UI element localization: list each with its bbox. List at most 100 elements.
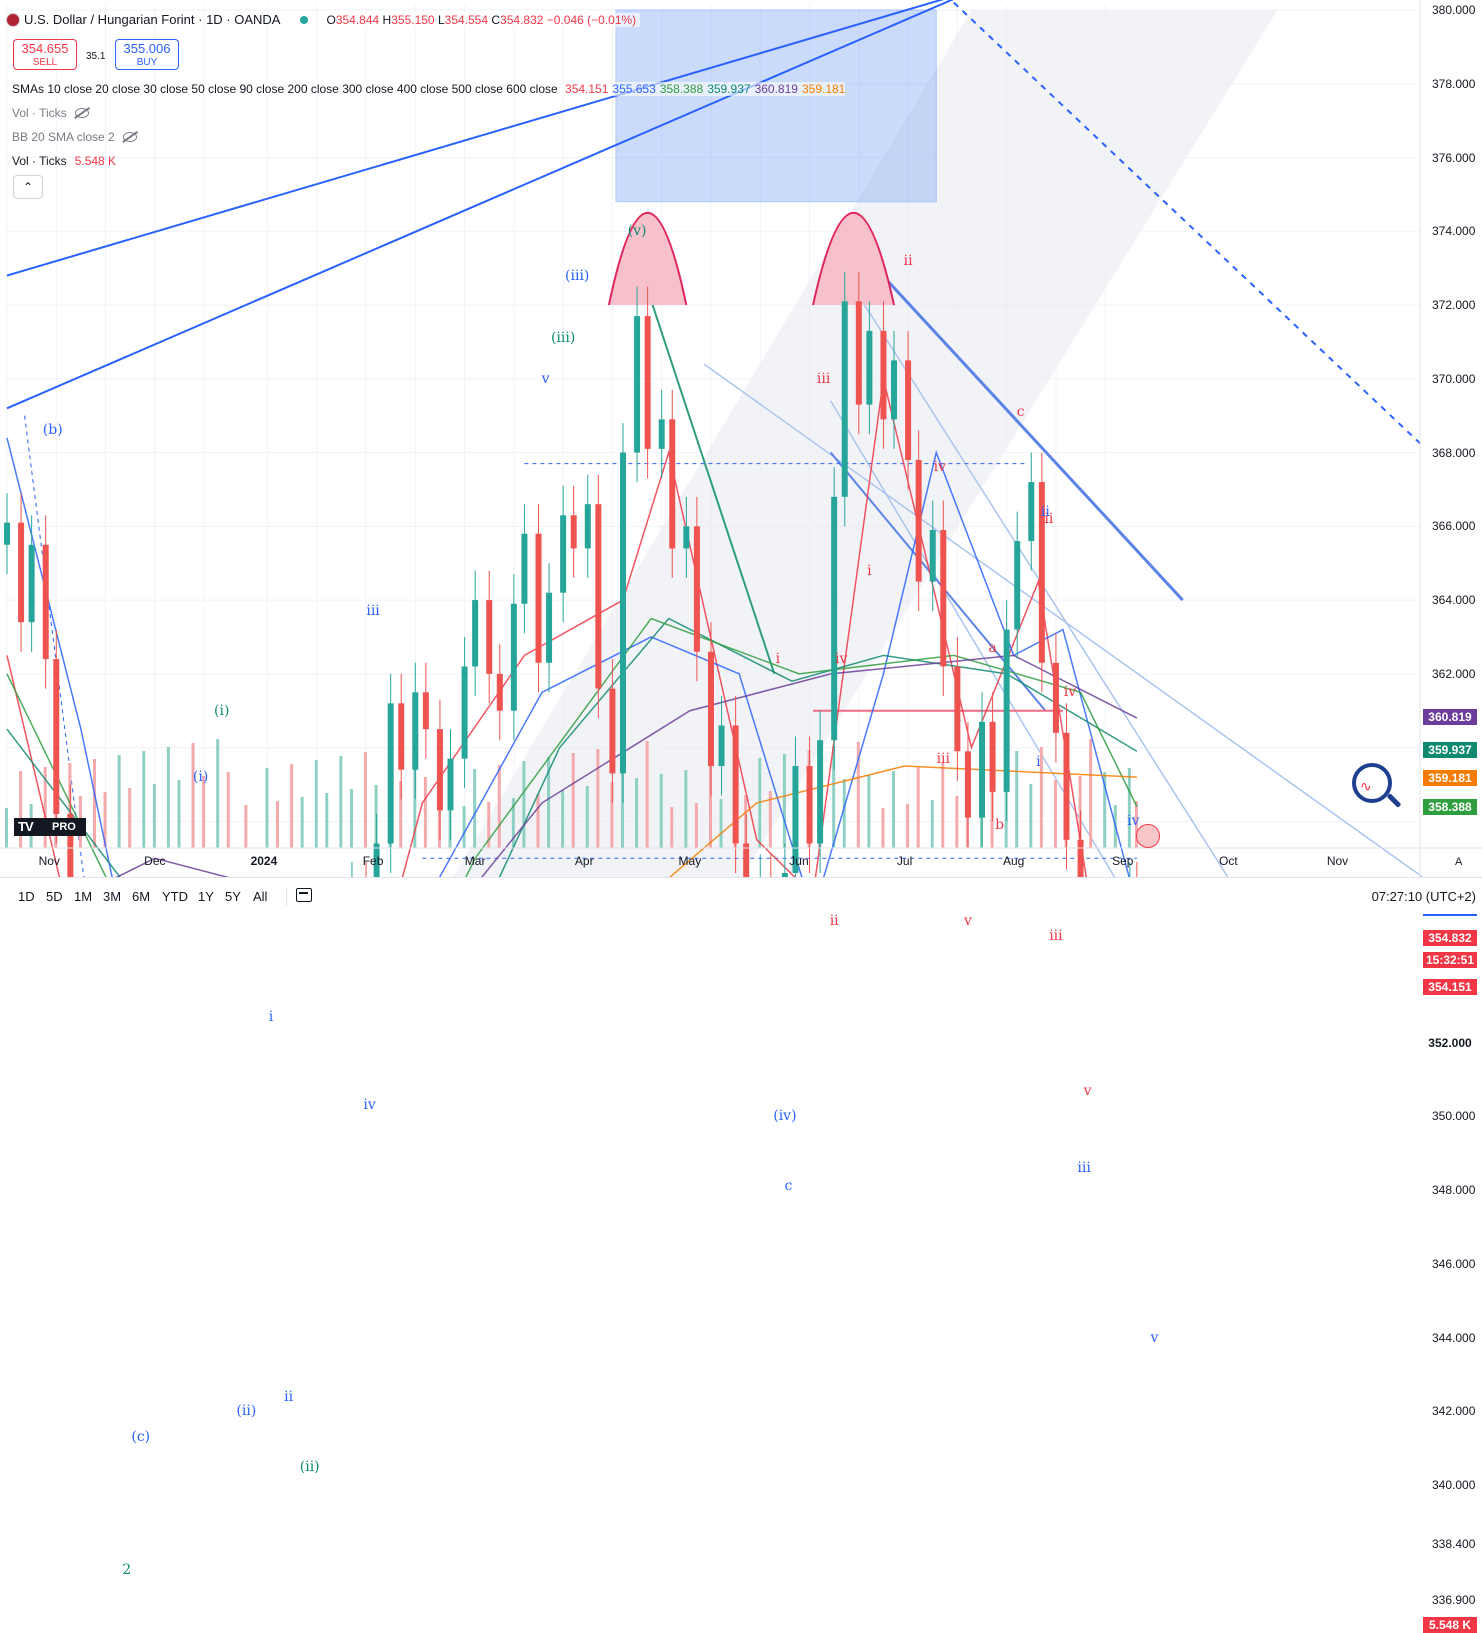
volume-bar xyxy=(585,786,589,848)
volume-bar xyxy=(596,749,600,848)
candle xyxy=(67,813,74,913)
volume-bar xyxy=(92,759,96,848)
volume-bar xyxy=(399,781,403,848)
candle xyxy=(412,692,419,770)
sma-values: 354.151 355.653 358.388 359.937 360.819 359.1… xyxy=(561,82,845,96)
calendar-icon[interactable] xyxy=(296,888,312,902)
eye-off-icon[interactable] xyxy=(122,132,137,142)
timeframe-button-5d[interactable]: 5D xyxy=(46,889,63,904)
price-axis-label: 368.000 xyxy=(1432,445,1476,460)
sma-value: 359.181 xyxy=(801,82,846,96)
timeframe-button-1d[interactable]: 1D xyxy=(18,889,35,904)
volume-bar xyxy=(300,797,304,848)
price-axis-label: 338.400 xyxy=(1432,1537,1476,1552)
timeframe-button-all[interactable]: All xyxy=(253,889,268,904)
candle xyxy=(732,725,739,844)
axis-settings-icon[interactable]: A xyxy=(1455,856,1463,868)
wave-label: ii xyxy=(829,912,839,929)
top-arc xyxy=(607,212,688,306)
candle xyxy=(535,533,542,663)
timeframe-button-1y[interactable]: 1Y xyxy=(198,889,214,904)
timeframe-button-ytd[interactable]: YTD xyxy=(162,889,188,904)
clock[interactable]: 07:27:10 (UTC+2) xyxy=(1371,889,1476,904)
price-tag: 358.388 xyxy=(1423,799,1477,816)
volume-bar xyxy=(941,763,945,848)
sell-button[interactable]: 354.655 SELL xyxy=(13,39,77,70)
symbol-title[interactable]: U.S. Dollar / Hungarian Forint · 1D · OA… xyxy=(24,12,281,27)
candle xyxy=(53,659,60,814)
wave-label: ii xyxy=(1040,503,1050,520)
candle xyxy=(979,721,986,818)
volume-bar xyxy=(166,747,170,848)
volume-bar xyxy=(610,782,614,848)
volume-bar xyxy=(314,760,318,848)
wave-label: (iv) xyxy=(773,1108,797,1125)
sma-value: 358.388 xyxy=(659,82,704,96)
wave-label: (i) xyxy=(214,702,230,719)
magnifier-icon[interactable]: ∿ xyxy=(1352,763,1392,803)
price-axis-label: 344.000 xyxy=(1432,1330,1476,1345)
buy-button[interactable]: 355.006 BUY xyxy=(115,39,179,70)
volume-bar xyxy=(276,801,280,848)
candle xyxy=(472,600,479,667)
price-axis-label: 374.000 xyxy=(1432,224,1476,239)
price-chart[interactable] xyxy=(0,0,1482,913)
vol-ticks-hidden-legend[interactable]: Vol · Ticks xyxy=(12,106,89,120)
time-axis-label: Sep xyxy=(1112,854,1134,868)
candle xyxy=(521,533,528,604)
price-tag: 354.151 xyxy=(1423,979,1477,996)
vol-ticks-legend[interactable]: Vol · Ticks 5.548 K xyxy=(12,154,117,168)
rising-channel xyxy=(431,10,1278,913)
top-arc xyxy=(812,212,895,306)
wave-label: (i) xyxy=(192,769,209,786)
price-axis-label: 346.000 xyxy=(1432,1256,1476,1271)
volume-bar xyxy=(670,807,674,848)
volume-bar xyxy=(547,757,551,848)
candle xyxy=(693,526,700,652)
change-value: −0.046 (−0.01%) xyxy=(546,12,637,27)
volume-bar xyxy=(177,780,181,848)
bb-legend[interactable]: BB 20 SMA close 2 xyxy=(12,130,137,144)
volume-bar xyxy=(659,774,663,848)
wave-label: i xyxy=(268,1008,274,1025)
price-axis-label: 362.000 xyxy=(1432,666,1476,681)
price-axis-label: 342.000 xyxy=(1432,1404,1476,1419)
volume-bar xyxy=(5,808,8,848)
price-axis-label: 350.000 xyxy=(1432,1109,1476,1124)
volume-bar xyxy=(423,777,427,848)
candle xyxy=(806,766,813,844)
time-axis-label: May xyxy=(678,854,702,868)
eye-off-icon[interactable] xyxy=(74,108,89,118)
flag-icon[interactable] xyxy=(1136,824,1160,848)
symbol-title-row: U.S. Dollar / Hungarian Forint · 1D · OA… xyxy=(6,12,641,27)
price-axis-label: 340.000 xyxy=(1432,1478,1476,1493)
timeframe-button-5y[interactable]: 5Y xyxy=(225,889,241,904)
wave-label: iii xyxy=(936,750,950,767)
collapse-legend-button[interactable]: ⌃ xyxy=(13,175,43,199)
timeframe-button-1m[interactable]: 1M xyxy=(74,889,93,904)
price-tag: 15:32:51 xyxy=(1423,951,1477,968)
candle xyxy=(546,592,553,663)
sma-legend[interactable]: SMAs 10 close 20 close 30 close 50 close… xyxy=(12,82,846,96)
candle xyxy=(461,666,468,759)
wave-label: b xyxy=(995,817,1005,834)
timeframe-button-6m[interactable]: 6M xyxy=(132,889,151,904)
tradingview-logo[interactable]: PRO xyxy=(14,818,86,836)
time-axis-label: Dec xyxy=(144,854,166,868)
candle xyxy=(658,419,665,449)
candle xyxy=(707,651,714,767)
volume-bar xyxy=(1103,772,1107,848)
volume-bar xyxy=(522,761,526,848)
wave-label: iii xyxy=(366,603,380,620)
candle xyxy=(940,530,947,667)
candle xyxy=(880,330,887,420)
timeframe-button-3m[interactable]: 3M xyxy=(103,889,122,904)
wave-label: v xyxy=(541,370,550,387)
market-status-icon[interactable] xyxy=(300,15,309,24)
volume-bar xyxy=(832,746,836,848)
candle xyxy=(595,504,602,689)
price-axis-label: 372.000 xyxy=(1432,298,1476,313)
volume-bar xyxy=(768,791,772,848)
wave-label: iv xyxy=(933,459,946,476)
volume-bar xyxy=(142,751,146,848)
